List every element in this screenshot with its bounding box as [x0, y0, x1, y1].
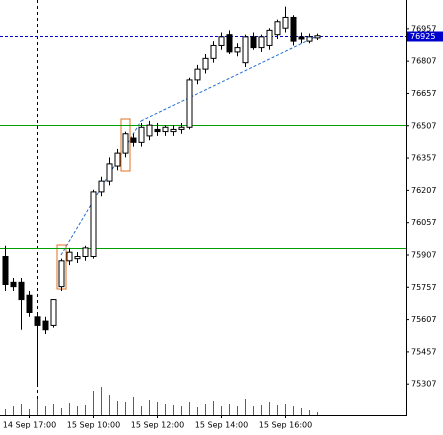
candle-body	[58, 260, 65, 288]
candle-body	[258, 36, 265, 49]
candle-body	[178, 126, 185, 130]
price-tag: 76925	[410, 32, 435, 41]
candle-body	[26, 294, 33, 313]
candle-body	[90, 191, 97, 257]
x-tick-label: 15 Sep 12:00	[131, 421, 184, 430]
candle-body	[250, 36, 257, 49]
candle-body	[82, 247, 89, 257]
y-tick-label: 76657	[411, 89, 436, 98]
y-tick-label: 76807	[411, 57, 436, 66]
y-tick-label: 76507	[411, 121, 436, 130]
y-tick-label: 75907	[411, 250, 436, 259]
candle-body	[186, 79, 193, 128]
candle-body	[42, 320, 49, 331]
candle-body	[314, 35, 321, 39]
candle-body	[114, 152, 121, 167]
x-tick-label: 15 Sep 14:00	[195, 421, 248, 430]
highlight-box	[120, 118, 131, 172]
candle-body	[234, 47, 241, 53]
candle-body	[122, 133, 129, 154]
candle-body	[10, 281, 17, 288]
candle-body	[98, 180, 105, 193]
y-tick-label: 76057	[411, 218, 436, 227]
y-tick-label: 75307	[411, 380, 436, 389]
candle-body	[290, 16, 297, 42]
candle-body	[18, 281, 25, 301]
y-tick-label: 76357	[411, 154, 436, 163]
candle-body	[266, 29, 273, 46]
candle-body	[130, 137, 137, 143]
y-tick-label: 75457	[411, 347, 436, 356]
candle-body	[226, 34, 233, 53]
candle-body	[274, 21, 281, 36]
candle-body	[50, 299, 57, 326]
x-tick-label: 15 Sep 16:00	[259, 421, 312, 430]
x-tick-label: 14 Sep 17:00	[3, 421, 56, 430]
candle-body	[162, 126, 169, 133]
candle-body	[154, 128, 161, 133]
candle-body	[298, 36, 305, 40]
y-tick-label: 76207	[411, 186, 436, 195]
candle-body	[194, 68, 201, 81]
price-tag-bg	[407, 31, 443, 42]
y-tick-label: 75757	[411, 283, 436, 292]
candle-body	[34, 316, 41, 326]
x-tick-label: 15 Sep 10:00	[67, 421, 120, 430]
candle-body	[306, 36, 313, 42]
candle-body	[242, 36, 249, 64]
candle-body	[106, 163, 113, 182]
candle-body	[282, 16, 289, 29]
candle-body	[2, 255, 9, 285]
candle-body	[66, 251, 73, 262]
candle-body	[202, 57, 209, 70]
y-tick-label: 76957	[411, 24, 436, 33]
candle-body	[218, 36, 225, 46]
trend-line	[140, 35, 318, 122]
candle-body	[146, 124, 153, 137]
candle-body	[74, 255, 81, 260]
y-tick-label: 75607	[411, 315, 436, 324]
candle-body	[210, 44, 217, 59]
candle-body	[170, 128, 177, 133]
candle-body	[138, 126, 145, 143]
